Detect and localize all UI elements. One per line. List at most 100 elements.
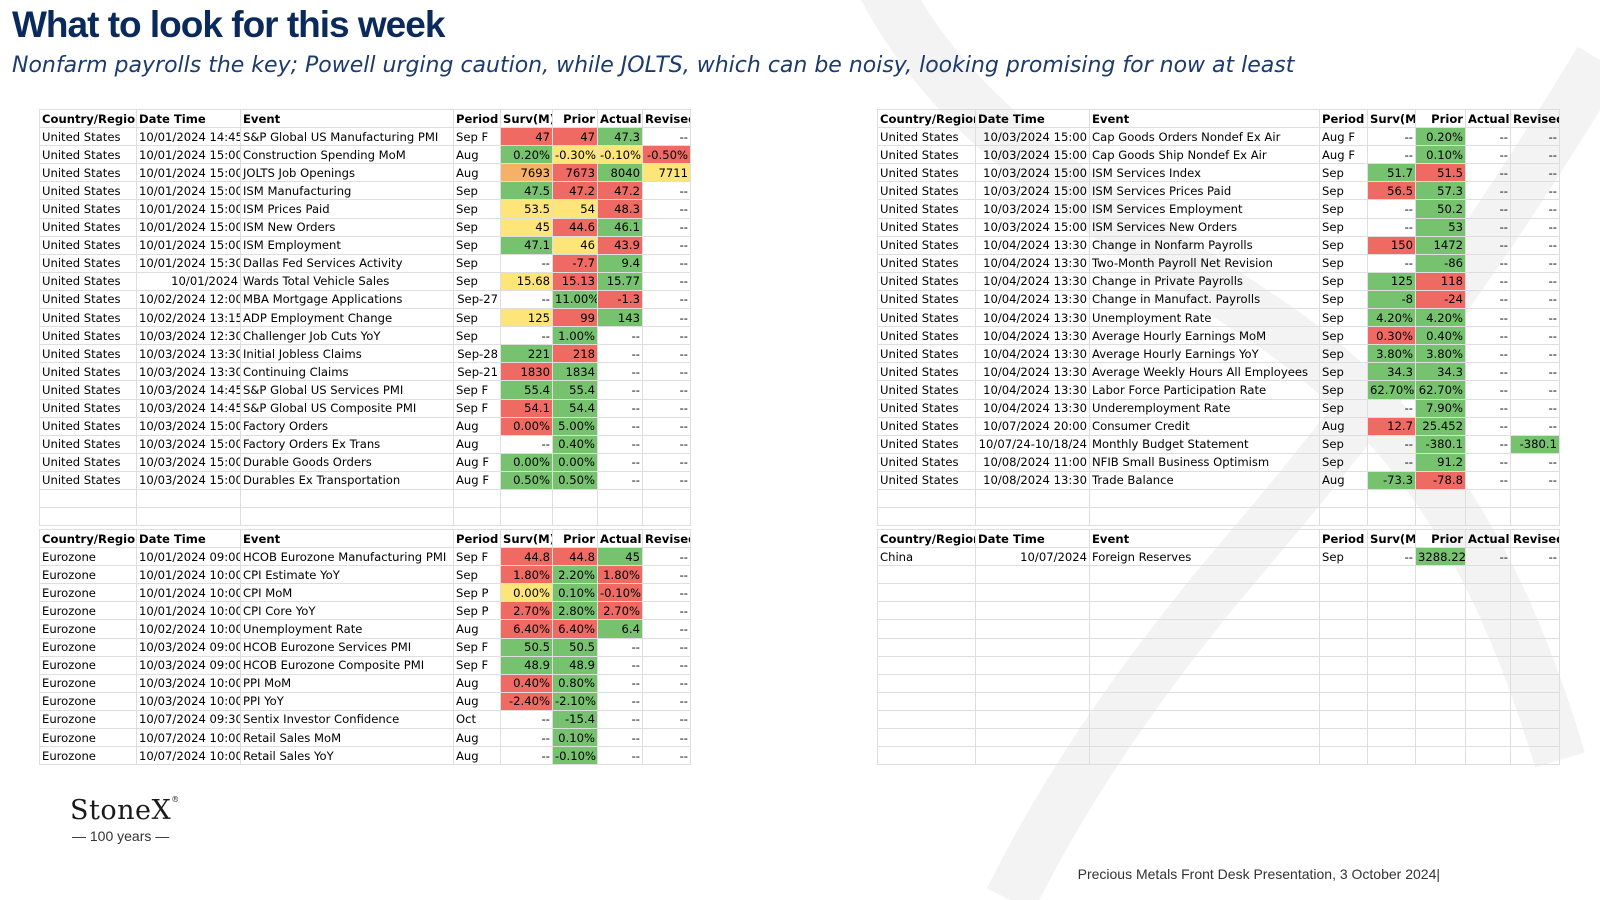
cell-actual: 15.77 [597, 271, 643, 291]
cell-prior: 0.50% [552, 470, 598, 490]
cell-period: Sep F [453, 637, 501, 657]
us-event-row: United States 10/04/2024 13:30 Change in P… [877, 271, 1560, 291]
cell-surv: 221 [500, 344, 553, 364]
eurozone-event-row: Eurozone 10/01/2024 10:00 CPI Core YoY Sep … [39, 601, 691, 621]
cell-event: Foreign Reserves [1089, 547, 1320, 567]
cell-event: Two-Month Payroll Net Revision [1089, 253, 1320, 273]
cell-event: HCOB Eurozone Services PMI [240, 637, 454, 657]
cell-actual: -- [597, 344, 643, 364]
cell-prior [1415, 673, 1466, 693]
cell-event: ISM Employment [240, 235, 454, 255]
cell-period: Sep [1319, 344, 1368, 364]
cell-prior: 4.20% [1415, 308, 1466, 328]
header-event: Event [1089, 528, 1320, 549]
cell-datetime: 10/07/2024 10:00 [136, 728, 241, 748]
cell-period: Sep [453, 565, 501, 585]
cell-country [877, 601, 976, 621]
cell-country: United States [39, 416, 137, 436]
cell-country: United States [877, 416, 976, 436]
cell-event: CPI Core YoY [240, 601, 454, 621]
cell-country: Eurozone [39, 565, 137, 585]
cell-surv: 0.20% [500, 145, 553, 165]
cell-revised: -- [642, 271, 691, 291]
us-event-row: United States 10/01/2024 15:00 ISM Employm… [39, 235, 691, 255]
cell-datetime: 10/01/2024 14:45 [136, 127, 241, 147]
header-country: Country/Region [39, 108, 137, 129]
cell-datetime: 10/04/2024 13:30 [975, 380, 1090, 400]
cell-surv: 51.7 [1367, 163, 1416, 183]
cell-revised: -- [642, 728, 691, 748]
cell-prior: 1834 [552, 362, 598, 382]
cell-country: Eurozone [39, 709, 137, 730]
cell-prior: 15.13 [552, 271, 598, 291]
cell-actual: -- [597, 637, 643, 657]
cell-country: United States [39, 470, 137, 490]
us-event-row: United States 10/04/2024 13:30 Unemploymen… [877, 308, 1560, 328]
cell-prior: -0.30% [552, 145, 598, 165]
cell-revised [1510, 655, 1560, 675]
stonex-logo: StoneX® — 100 years — [70, 795, 180, 844]
cell-actual: -- [597, 380, 643, 400]
cell-country: United States [39, 163, 137, 183]
cell-surv: 34.3 [1367, 362, 1416, 382]
cell-revised: -- [1510, 199, 1560, 219]
cell-event: Consumer Credit [1089, 416, 1320, 436]
cell-actual [1465, 507, 1511, 527]
cell-revised: -- [1510, 181, 1560, 201]
cell-actual: -- [1465, 434, 1511, 454]
cell-datetime: 10/03/2024 15:00 [975, 181, 1090, 201]
cell-prior: 46 [552, 235, 598, 255]
eurozone-event-row: Eurozone 10/03/2024 10:00 PPI YoY Aug -2.40%… [39, 691, 691, 711]
cell-period: Sep [1319, 308, 1368, 328]
cell-surv: 47.5 [500, 181, 553, 201]
cell-period: Sep [1319, 289, 1368, 310]
cell-surv: -- [500, 434, 553, 454]
us-calendar-table-left: Country/Region Date Time Event Period Surv(M… [39, 108, 691, 527]
cell-prior: -7.7 [552, 253, 598, 273]
cell-revised: -- [1510, 253, 1560, 273]
cell-revised: -- [642, 326, 691, 346]
cell-surv: 4.20% [1367, 308, 1416, 328]
cell-prior: 0.80% [552, 673, 598, 693]
cell-surv: -- [1367, 547, 1416, 567]
cell-period: Oct [453, 709, 501, 730]
cell-actual: 8040 [597, 163, 643, 183]
cell-prior: 44.8 [552, 547, 598, 567]
cell-datetime: 10/04/2024 13:30 [975, 289, 1090, 310]
cell-actual [1465, 655, 1511, 675]
cell-event: ADP Employment Change [240, 308, 454, 328]
china-event-row: China 10/07/2024 Foreign Reserves Sep -- 3288… [877, 547, 1560, 567]
cell-prior: 3288.22 [1415, 547, 1466, 567]
cell-actual: -- [597, 746, 643, 766]
eurozone-event-row: Eurozone 10/01/2024 10:00 CPI MoM Sep P 0.00… [39, 583, 691, 603]
cell-revised [1510, 746, 1560, 766]
cell-surv: 3.80% [1367, 344, 1416, 364]
cell-period: Sep [1319, 271, 1368, 291]
cell-actual [1465, 565, 1511, 585]
us-event-row: United States 10/01/2024 Wards Total Vehic… [39, 271, 691, 291]
cell-datetime: 10/04/2024 13:30 [975, 271, 1090, 291]
cell-datetime: 10/08/2024 13:30 [975, 470, 1090, 490]
cell-actual: 143 [597, 308, 643, 328]
cell-prior: 0.20% [1415, 127, 1466, 147]
cell-period: Aug [453, 163, 501, 183]
cell-actual: -- [597, 728, 643, 748]
cell-prior [1415, 583, 1466, 603]
us-event-row: United States 10/01/2024 15:00 ISM New Ord… [39, 217, 691, 237]
cell-surv: 1.80% [500, 565, 553, 585]
cell-actual: -- [1465, 253, 1511, 273]
cell-datetime: 10/04/2024 13:30 [975, 362, 1090, 382]
cell-period: Sep F [453, 127, 501, 147]
cell-period: Sep [453, 235, 501, 255]
cell-revised: -- [642, 253, 691, 273]
cell-revised: -- [642, 308, 691, 328]
cell-revised: -- [642, 547, 691, 567]
cell-prior: 57.3 [1415, 181, 1466, 201]
cell-revised [1510, 637, 1560, 657]
cell-country: China [877, 547, 976, 567]
cell-country: United States [877, 434, 976, 454]
cell-revised: -- [642, 655, 691, 675]
cell-country: United States [39, 253, 137, 273]
cell-period: Sep [1319, 235, 1368, 255]
